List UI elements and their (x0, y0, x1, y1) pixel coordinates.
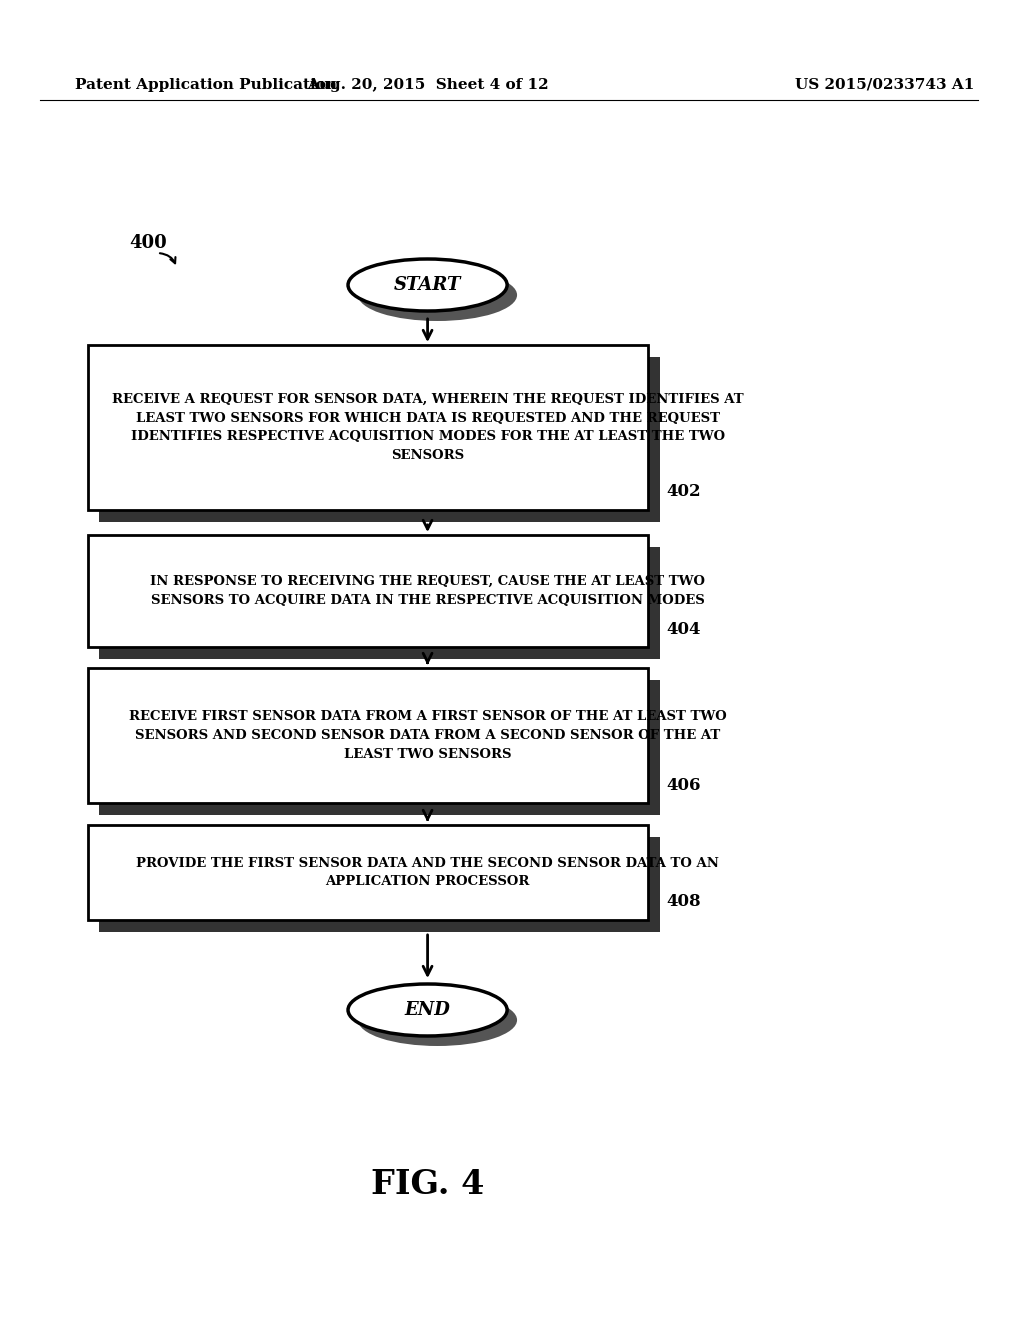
Bar (87, 345, 648, 510)
Text: 404: 404 (667, 620, 700, 638)
Text: PROVIDE THE FIRST SENSOR DATA AND THE SECOND SENSOR DATA TO AN
APPLICATION PROCE: PROVIDE THE FIRST SENSOR DATA AND THE SE… (136, 857, 719, 888)
Text: Aug. 20, 2015  Sheet 4 of 12: Aug. 20, 2015 Sheet 4 of 12 (307, 78, 549, 92)
Bar (99, 680, 660, 814)
Text: US 2015/0233743 A1: US 2015/0233743 A1 (796, 78, 975, 92)
Ellipse shape (358, 269, 517, 321)
Text: 406: 406 (667, 776, 700, 793)
Text: 402: 402 (667, 483, 700, 500)
Text: 400: 400 (129, 234, 167, 252)
Bar (99, 546, 660, 659)
Text: Patent Application Publication: Patent Application Publication (75, 78, 337, 92)
Text: RECEIVE A REQUEST FOR SENSOR DATA, WHEREIN THE REQUEST IDENTIFIES AT
LEAST TWO S: RECEIVE A REQUEST FOR SENSOR DATA, WHERE… (112, 393, 743, 462)
Text: IN RESPONSE TO RECEIVING THE REQUEST, CAUSE THE AT LEAST TWO
SENSORS TO ACQUIRE : IN RESPONSE TO RECEIVING THE REQUEST, CA… (151, 576, 706, 607)
Text: START: START (394, 276, 461, 294)
Text: RECEIVE FIRST SENSOR DATA FROM A FIRST SENSOR OF THE AT LEAST TWO
SENSORS AND SE: RECEIVE FIRST SENSOR DATA FROM A FIRST S… (129, 710, 726, 760)
Bar (99, 837, 660, 932)
Ellipse shape (348, 983, 507, 1036)
Bar (99, 356, 660, 521)
Bar (87, 668, 648, 803)
Bar (87, 825, 648, 920)
Text: FIG. 4: FIG. 4 (371, 1168, 484, 1201)
Ellipse shape (358, 994, 517, 1045)
Text: 408: 408 (667, 894, 700, 911)
Bar (87, 535, 648, 647)
Ellipse shape (348, 259, 507, 312)
Text: END: END (404, 1001, 451, 1019)
